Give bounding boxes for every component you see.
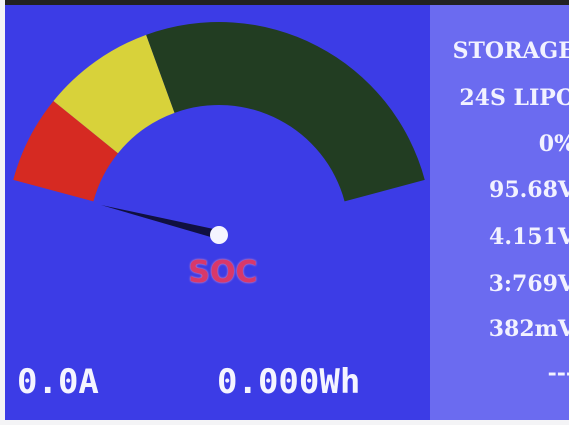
side-panel: STORAGE 24S LIPO 0% 95.68V 4.151V 3:769V 382mV…	[430, 5, 569, 420]
device-screen: SOC 0.0A 0.000Wh STORAGE 24S LIPO 0% 95.68V…	[5, 0, 569, 420]
gauge-label: SOC	[183, 255, 263, 290]
page: SOC 0.0A 0.000Wh STORAGE 24S LIPO 0% 95.68V…	[0, 0, 569, 425]
status-line: ---	[548, 360, 569, 386]
status-line: STORAGE	[453, 38, 569, 64]
status-line: 95.68V	[489, 177, 569, 203]
gauge-needle	[101, 205, 223, 240]
needle-hub	[210, 226, 228, 244]
current-reading: 0.0A	[17, 362, 99, 402]
status-line: 3:769V	[489, 271, 569, 297]
energy-reading: 0.000Wh	[217, 362, 360, 402]
gauge-green-zone	[146, 22, 425, 201]
status-line: 24S LIPO	[459, 85, 569, 111]
status-line: 382mV	[489, 316, 569, 342]
status-line: 4.151V	[489, 224, 569, 250]
gauge	[5, 0, 435, 420]
status-line: 0%	[539, 131, 569, 157]
